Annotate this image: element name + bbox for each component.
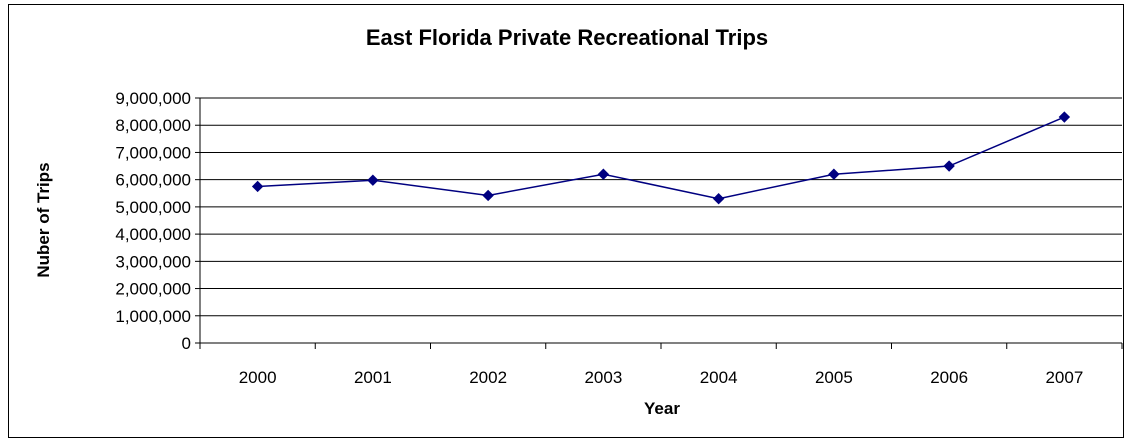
x-tick-label: 2002: [469, 368, 507, 387]
chart-frame: [8, 4, 1124, 438]
x-tick-label: 2004: [700, 368, 738, 387]
gridlines: [200, 97, 1122, 317]
data-points: [251, 111, 1071, 205]
y-tick-label: 0: [182, 334, 191, 353]
x-tick-label: 2000: [239, 368, 277, 387]
x-axis-title: Year: [644, 399, 680, 418]
y-axis-title: Nuber of Trips: [34, 162, 53, 277]
y-tick-label: 9,000,000: [115, 89, 191, 108]
y-tick-label: 5,000,000: [115, 198, 191, 217]
data-point-2000: [251, 180, 264, 193]
data-point-2002: [482, 189, 494, 202]
x-tick-label: 2007: [1045, 368, 1083, 387]
y-tick-label: 6,000,000: [115, 171, 191, 190]
x-tick-label: 2003: [584, 368, 622, 387]
series-lines: [257, 116, 1065, 200]
series-line: [257, 116, 1065, 200]
x-tick-label: 2006: [930, 368, 968, 387]
y-tick-label: 4,000,000: [115, 225, 191, 244]
y-tick-label: 3,000,000: [115, 252, 191, 271]
data-point-2006: [943, 160, 955, 172]
axes: [195, 97, 1123, 349]
data-point-2004: [712, 193, 725, 205]
data-point-2001: [367, 174, 379, 186]
y-tick-label: 7,000,000: [115, 143, 191, 162]
x-tick-label: 2001: [354, 368, 392, 387]
chart-title: East Florida Private Recreational Trips: [366, 25, 768, 50]
x-tick-label: 2005: [815, 368, 853, 387]
y-tick-label: 2,000,000: [115, 280, 191, 299]
data-point-2007: [1058, 111, 1071, 123]
data-point-2005: [828, 168, 840, 180]
y-tick-labels: 0 1,000,000 2,000,000 3,000,000 4,000,000 5,0…: [115, 89, 191, 353]
data-point-2003: [597, 168, 610, 180]
y-tick-label: 8,000,000: [115, 116, 191, 135]
y-tick-label: 1,000,000: [115, 307, 191, 326]
x-tick-labels: 2000 2001 2002 2003 2004 2005 2006 2007: [239, 368, 1084, 387]
